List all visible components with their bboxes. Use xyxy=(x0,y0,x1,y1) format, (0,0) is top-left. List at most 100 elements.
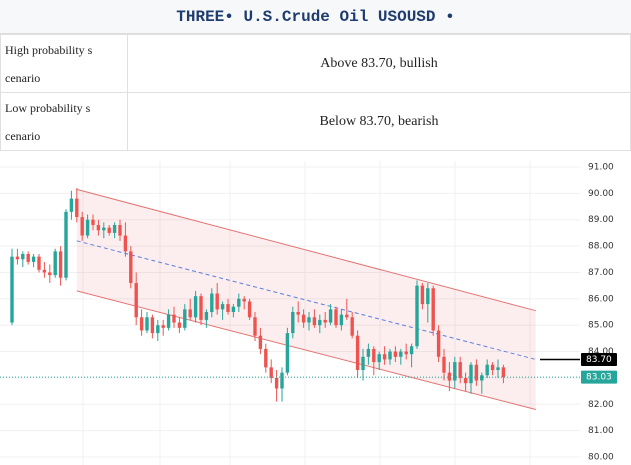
candle-body xyxy=(377,354,381,363)
candle-body xyxy=(26,254,30,262)
candle-body xyxy=(242,298,246,302)
chart: 80.0081.0082.0083.0084.0085.0086.0087.00… xyxy=(0,151,631,465)
candle-body xyxy=(296,312,300,315)
channel-fill xyxy=(76,189,536,410)
channel-middle xyxy=(76,240,536,360)
candle-body xyxy=(75,198,79,218)
candle-body xyxy=(312,317,317,326)
candle-body xyxy=(431,288,435,331)
candle-body xyxy=(474,364,479,381)
candle-body xyxy=(177,322,182,328)
y-tick-label: 91.00 xyxy=(588,163,614,173)
candle-body xyxy=(80,217,84,236)
channel-upper xyxy=(76,188,536,312)
candle-body xyxy=(37,256,41,270)
candle-body xyxy=(145,317,149,331)
candle-body xyxy=(258,335,263,349)
candle-body xyxy=(372,348,376,363)
candle-body xyxy=(183,309,187,328)
candle-body xyxy=(328,309,333,323)
candle-body xyxy=(210,293,214,312)
cell: High probability s cenario xyxy=(0,34,128,93)
price-tag xyxy=(581,370,617,384)
candle-body xyxy=(139,317,144,331)
price-label: 83.03 xyxy=(586,373,612,383)
candle-body xyxy=(426,288,430,305)
candle-body xyxy=(118,225,122,236)
candle-body xyxy=(188,309,192,318)
candle-body xyxy=(442,356,446,373)
candle-body xyxy=(42,269,47,273)
candle-body xyxy=(490,364,495,370)
candle-body xyxy=(269,367,273,378)
candle-body xyxy=(21,254,25,260)
candle-body xyxy=(345,314,349,318)
y-tick-label: 80.00 xyxy=(588,453,614,463)
channel-lower xyxy=(76,290,536,411)
candle-body xyxy=(129,251,133,283)
row: Low probability s cenario Below 83.70, be… xyxy=(0,92,631,151)
candle-body xyxy=(388,351,392,360)
candle-body xyxy=(480,375,484,381)
candle-body xyxy=(323,319,327,323)
candle-body xyxy=(231,306,236,312)
candle-body xyxy=(334,309,338,326)
candle-body xyxy=(112,225,117,233)
candle-body xyxy=(469,364,473,384)
candle-body xyxy=(102,227,106,231)
candle-body xyxy=(409,346,414,355)
candle-body xyxy=(307,317,311,323)
candle-body xyxy=(123,235,128,252)
candle-body xyxy=(53,251,57,276)
candle-body xyxy=(48,272,52,276)
candle-body xyxy=(420,285,425,305)
candle-body xyxy=(107,227,111,233)
y-tick-label: 88.00 xyxy=(588,242,614,252)
candle-body xyxy=(226,304,230,312)
candle-body xyxy=(382,354,387,360)
candle-body xyxy=(291,312,295,334)
candle-body xyxy=(280,372,284,389)
candle-body xyxy=(247,301,252,318)
candle-body xyxy=(285,333,290,373)
candle-body xyxy=(156,325,160,334)
candle-body xyxy=(220,304,225,310)
candle-body xyxy=(350,317,354,336)
candle-body xyxy=(172,314,176,323)
candle-body xyxy=(10,256,14,323)
candle-body xyxy=(355,335,360,370)
candle-body xyxy=(366,348,371,357)
candle-body xyxy=(301,314,306,323)
candle-body xyxy=(161,325,165,328)
candle-body xyxy=(274,377,279,389)
candle-body xyxy=(150,317,155,334)
candle-body xyxy=(458,362,462,378)
y-tick-label: 82.00 xyxy=(588,400,614,410)
candle-body xyxy=(436,330,441,357)
candle-body xyxy=(85,219,90,236)
y-tick-label: 87.00 xyxy=(588,268,614,278)
y-tick-label: 84.00 xyxy=(588,347,614,357)
candle-body xyxy=(31,256,36,262)
candle-body xyxy=(15,256,20,260)
y-tick-label: 85.00 xyxy=(588,321,614,331)
cell: Below 83.70, bearish xyxy=(127,92,631,151)
candle-body xyxy=(58,251,63,278)
cell: Low probability s cenario xyxy=(0,92,128,151)
y-tick-label: 81.00 xyxy=(588,426,614,436)
title: THREE• U.S.Crude Oil USOUSD • xyxy=(0,0,631,34)
candle-body xyxy=(453,362,457,381)
candle-body xyxy=(463,377,468,384)
y-tick-label: 90.00 xyxy=(588,189,614,199)
candle-body xyxy=(166,314,171,328)
candle-body xyxy=(134,283,138,318)
candle-body xyxy=(485,364,489,376)
candle-body xyxy=(199,296,203,320)
candle-body xyxy=(399,351,403,357)
candle-body xyxy=(96,225,101,231)
candle-body xyxy=(339,314,344,326)
candle-body xyxy=(204,312,209,320)
candle-body xyxy=(264,348,268,368)
candle-body xyxy=(215,293,219,310)
